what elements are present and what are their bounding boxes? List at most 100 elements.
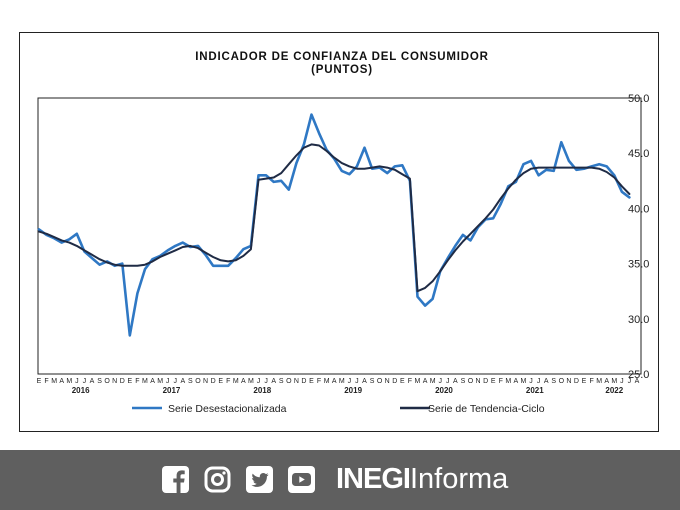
x-month-label: N — [566, 378, 571, 385]
x-month-label: A — [514, 378, 519, 385]
x-month-label: M — [505, 378, 511, 385]
x-month-label: N — [203, 378, 208, 385]
y-tick-label: 50.0 — [628, 93, 649, 105]
x-month-label: S — [551, 378, 556, 385]
x-month-label: S — [188, 378, 193, 385]
y-tick-label: 35.0 — [628, 259, 649, 271]
x-month-label: O — [377, 378, 383, 385]
x-month-label: A — [604, 378, 609, 385]
x-month-label: A — [241, 378, 246, 385]
x-month-label: M — [66, 378, 72, 385]
brand-light-text: Informa — [409, 463, 509, 495]
x-year-label: 2022 — [605, 386, 623, 395]
x-month-label: S — [97, 378, 102, 385]
chart-card: INDICADOR DE CONFIANZA DEL CONSUMIDOR (P… — [19, 32, 659, 432]
youtube-icon[interactable] — [288, 466, 315, 493]
plot-area — [37, 97, 642, 375]
x-year-label: 2020 — [435, 386, 453, 395]
x-month-label: A — [180, 378, 185, 385]
x-month-label: J — [620, 378, 624, 385]
x-year-label: 2017 — [163, 386, 181, 395]
x-year-label: 2018 — [253, 386, 271, 395]
x-month-label: J — [264, 378, 268, 385]
x-month-label: F — [226, 378, 230, 385]
series-line-desestacionalizada — [37, 113, 631, 337]
x-month-label: J — [446, 378, 450, 385]
x-month-label: S — [279, 378, 284, 385]
x-month-label: J — [348, 378, 352, 385]
x-month-label: J — [174, 378, 178, 385]
x-month-label: O — [468, 378, 474, 385]
x-month-label: F — [589, 378, 593, 385]
x-month-label: D — [483, 378, 488, 385]
x-month-label: O — [286, 378, 292, 385]
x-year-label: 2016 — [72, 386, 90, 395]
series-layer — [37, 113, 631, 337]
x-month-label: D — [392, 378, 397, 385]
x-month-label: E — [218, 378, 223, 385]
x-month-label: M — [596, 378, 602, 385]
x-month-label: S — [370, 378, 375, 385]
x-month-label: M — [430, 378, 436, 385]
x-month-label: M — [611, 378, 617, 385]
x-month-label: A — [59, 378, 64, 385]
x-month-label: N — [294, 378, 299, 385]
x-month-label: A — [423, 378, 428, 385]
x-month-label: E — [582, 378, 587, 385]
x-month-label: O — [195, 378, 201, 385]
x-month-label: A — [90, 378, 95, 385]
series-line-tendencia-ciclo — [38, 143, 631, 293]
x-year-label: 2021 — [526, 386, 544, 395]
x-month-label: M — [157, 378, 163, 385]
x-month-label: M — [248, 378, 254, 385]
x-month-label: M — [51, 378, 57, 385]
x-month-label: J — [438, 378, 442, 385]
x-month-label: A — [271, 378, 276, 385]
twitter-icon[interactable] — [246, 466, 273, 493]
x-month-label: O — [559, 378, 565, 385]
x-year-label: 2019 — [344, 386, 362, 395]
x-month-label: J — [83, 378, 87, 385]
y-tick-label: 30.0 — [628, 314, 649, 326]
x-month-label: F — [135, 378, 139, 385]
x-month-label: M — [339, 378, 345, 385]
x-month-label: N — [112, 378, 117, 385]
chart-subtitle: (PUNTOS) — [311, 64, 373, 76]
x-month-label: E — [127, 378, 132, 385]
x-month-label: E — [400, 378, 405, 385]
x-month-label: F — [317, 378, 321, 385]
x-month-label: E — [309, 378, 314, 385]
x-month-label: F — [408, 378, 412, 385]
x-month-label: A — [332, 378, 337, 385]
facebook-icon[interactable] — [162, 466, 189, 493]
x-month-label: S — [461, 378, 466, 385]
x-month-label: D — [211, 378, 216, 385]
x-month-label: J — [257, 378, 261, 385]
legend-label: Serie Desestacionalizada — [168, 403, 287, 415]
x-month-label: A — [635, 378, 640, 385]
footer-bar: INEGIInforma — [0, 450, 680, 510]
x-month-label: F — [44, 378, 48, 385]
x-month-label: A — [544, 378, 549, 385]
x-month-label: F — [499, 378, 503, 385]
inegi-informa-logo: INEGIInforma — [336, 462, 508, 496]
x-month-label: M — [142, 378, 148, 385]
x-month-label: M — [521, 378, 527, 385]
instagram-icon[interactable] — [204, 466, 231, 493]
x-month-label: J — [529, 378, 533, 385]
x-month-label: J — [75, 378, 79, 385]
chart-title: INDICADOR DE CONFIANZA DEL CONSUMIDOR — [195, 51, 488, 63]
y-axis: 50.0 45.0 40.0 35.0 30.0 25.0 — [628, 93, 649, 381]
brand-bold-text: INEGI — [336, 463, 411, 495]
x-month-label: D — [574, 378, 579, 385]
x-month-label: D — [301, 378, 306, 385]
legend-label: Serie de Tendencia-Ciclo — [428, 403, 545, 415]
x-month-label: A — [453, 378, 458, 385]
chart: INDICADOR DE CONFIANZA DEL CONSUMIDOR (P… — [37, 51, 650, 415]
x-month-label: J — [166, 378, 170, 385]
x-month-label: M — [415, 378, 421, 385]
x-month-label: E — [491, 378, 496, 385]
x-month-label: J — [355, 378, 359, 385]
